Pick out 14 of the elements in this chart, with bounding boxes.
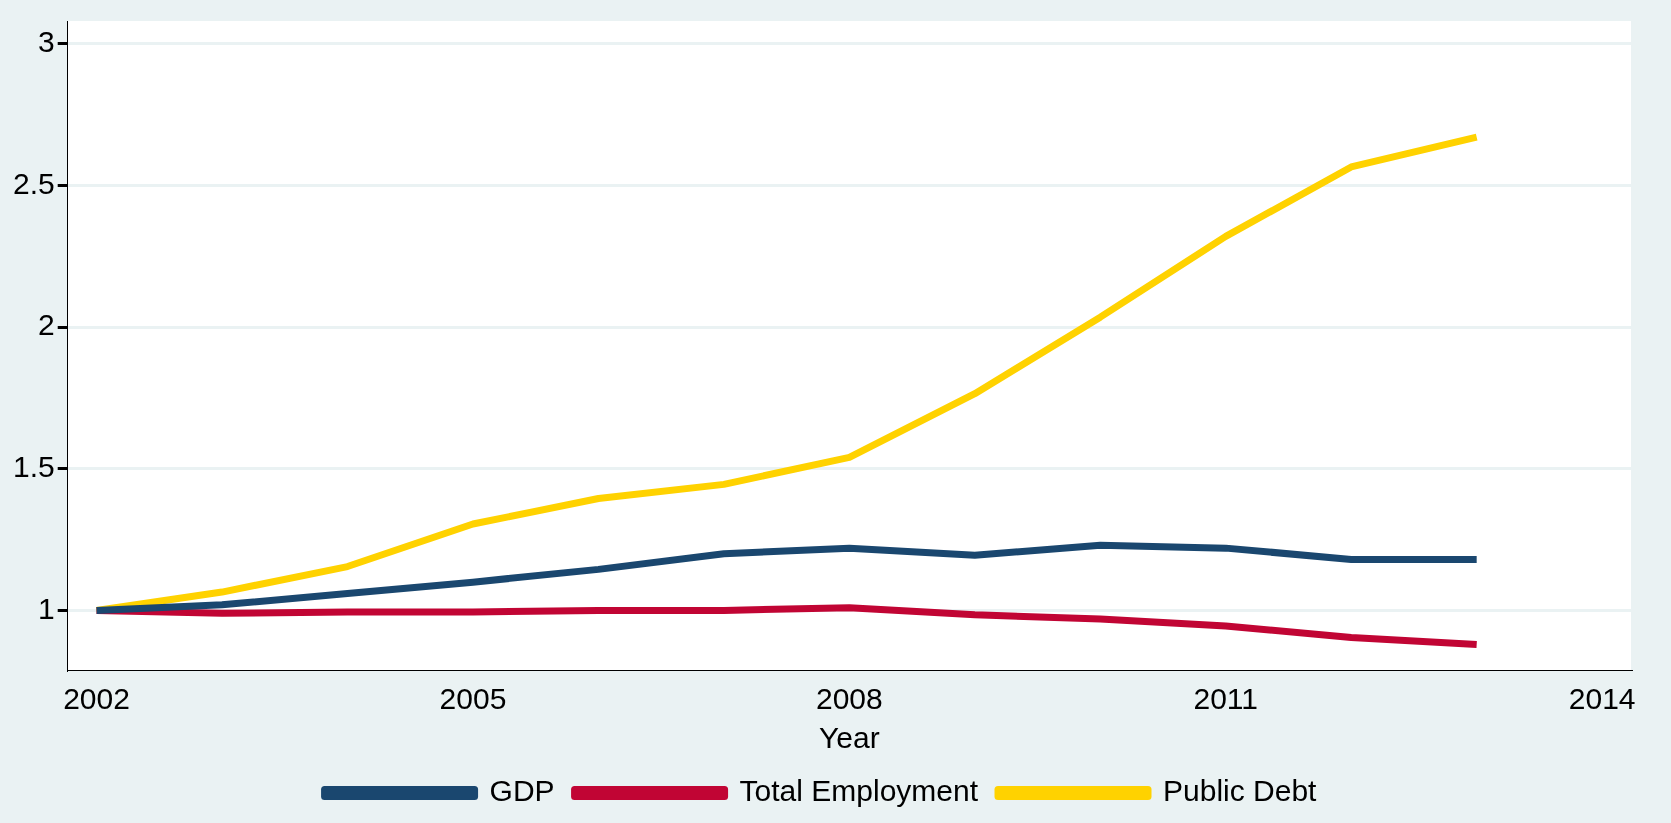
y-tick-label: 2 — [38, 308, 55, 342]
legend-label: GDP — [489, 774, 555, 808]
y-tick-label: 2.5 — [12, 166, 55, 200]
y-tick-label: 1 — [38, 591, 55, 625]
legend-label: Total Employment — [739, 774, 979, 808]
x-tick-label: 2014 — [1568, 682, 1636, 716]
x-tick-label: 2005 — [439, 682, 507, 716]
x-tick-label: 2008 — [815, 682, 883, 716]
x-axis-title: Year — [819, 721, 880, 755]
y-tick-label: 3 — [38, 24, 55, 58]
y-tick-label: 1.5 — [12, 450, 55, 484]
x-tick-label: 2002 — [63, 682, 130, 716]
legend-label: Public Debt — [1163, 774, 1318, 808]
x-tick-label: 2011 — [1193, 682, 1259, 716]
